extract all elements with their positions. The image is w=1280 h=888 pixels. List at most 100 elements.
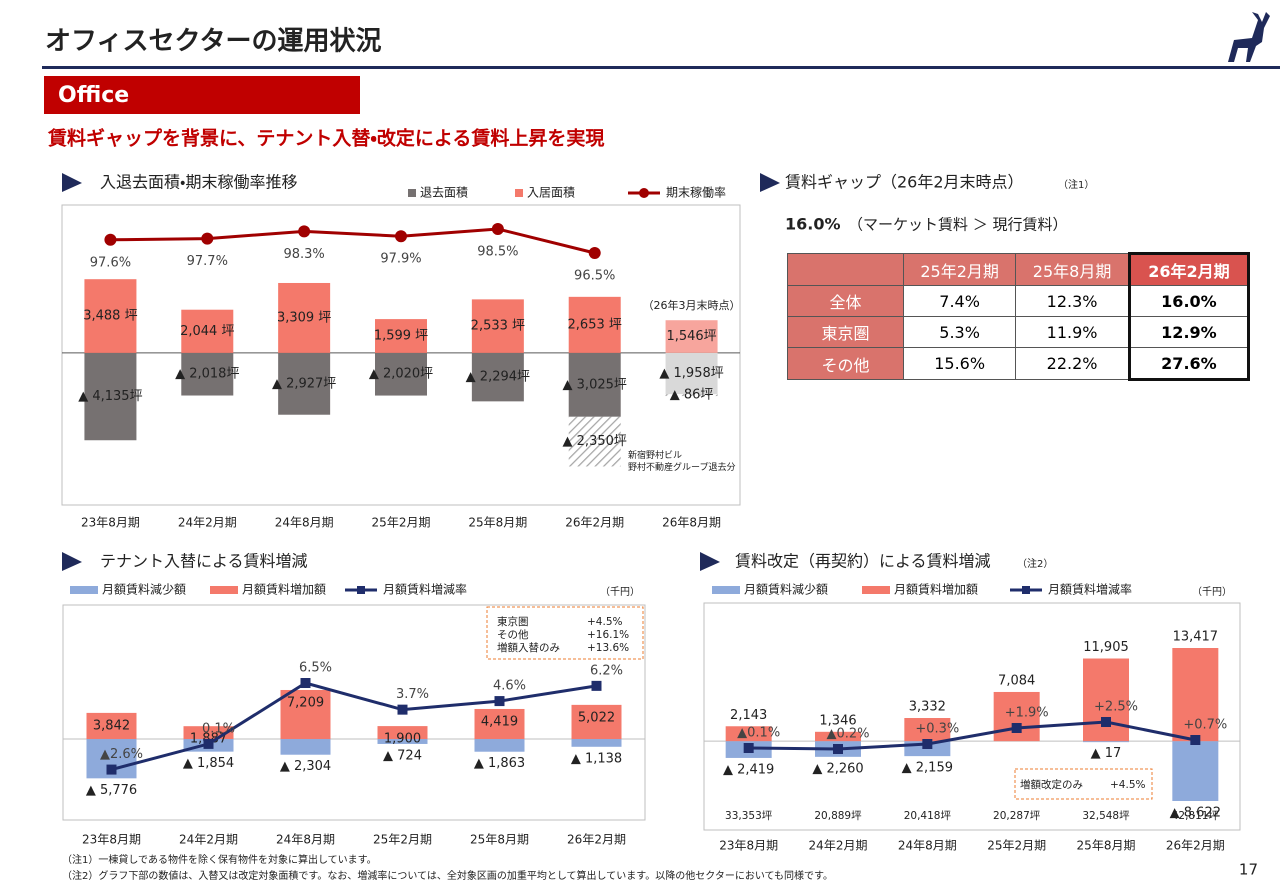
data-label: ▲ 2,304 bbox=[280, 759, 331, 774]
x-tick-label: 24年8月期 bbox=[275, 516, 334, 530]
line-marker bbox=[922, 739, 933, 749]
data-label: ▲ 1,958坪 bbox=[659, 366, 723, 381]
gap-summary-text: （マーケット賃料 ＞ 現行賃料） bbox=[848, 216, 1068, 234]
page-number: 17 bbox=[1239, 861, 1258, 879]
legend-label: 期末稼働率 bbox=[666, 186, 726, 200]
sector-tag-text: Office bbox=[58, 83, 129, 108]
legend-label: 月額賃料増加額 bbox=[242, 582, 326, 597]
unit-label: （千円） bbox=[600, 586, 640, 598]
legend-swatch bbox=[70, 586, 98, 594]
line-marker bbox=[833, 744, 843, 754]
x-tick-label: 26年2月期 bbox=[565, 516, 624, 530]
annotation-label: 増額入替のみ bbox=[497, 641, 560, 654]
data-label: ▲2.6% bbox=[100, 747, 143, 762]
data-label: ▲ 8,622 bbox=[1170, 805, 1221, 820]
table-cell: 27.6% bbox=[1127, 347, 1251, 381]
bar bbox=[568, 352, 621, 417]
annotation-label: 東京圏 bbox=[497, 615, 529, 628]
data-label: ▲ 724 bbox=[383, 748, 422, 763]
x-tick-label: 25年2月期 bbox=[373, 833, 432, 847]
data-label: 1,346 bbox=[819, 713, 856, 728]
data-label: ▲ 17 bbox=[1091, 746, 1122, 761]
legend-swatch bbox=[712, 586, 740, 594]
section-icon bbox=[760, 173, 780, 192]
table-cell: 5.3% bbox=[902, 316, 1017, 348]
data-label: ▲ 2,159 bbox=[902, 761, 953, 776]
annotation-value: +16.1% bbox=[587, 629, 629, 641]
bar bbox=[725, 726, 772, 742]
title-rule bbox=[42, 66, 1280, 69]
bar bbox=[571, 704, 622, 740]
annotation-value: +4.5% bbox=[587, 616, 622, 628]
data-label: 98.5% bbox=[477, 245, 518, 260]
data-label: 97.7% bbox=[187, 254, 228, 269]
title-note: （注2） bbox=[1017, 557, 1053, 570]
column-header: 25年2月期 bbox=[902, 253, 1017, 286]
data-label: 6.2% bbox=[590, 663, 623, 678]
table-row: その他 15.6% 22.2% 27.6% bbox=[787, 347, 1251, 381]
data-label: 3,332 bbox=[909, 700, 946, 715]
legend-label: 月額賃料増加額 bbox=[894, 582, 978, 597]
x-tick-label: 26年8月期 bbox=[662, 516, 721, 530]
chart-title: 賃料改定（再契約）による賃料増減 bbox=[735, 552, 991, 571]
data-label: +0.3% bbox=[915, 722, 959, 737]
x-tick-label: 23年8月期 bbox=[82, 833, 141, 847]
data-label: ▲ 4,135坪 bbox=[78, 389, 142, 404]
bar bbox=[181, 309, 234, 353]
bar bbox=[375, 319, 427, 353]
line-marker bbox=[1011, 723, 1022, 733]
data-label: ▲ 2,927坪 bbox=[272, 376, 336, 391]
headline: 賃料ギャップを背景に、テナント入替・改定による賃料上昇を実現 bbox=[47, 127, 604, 150]
data-label: 3.7% bbox=[396, 687, 429, 702]
legend-label: 入居面積 bbox=[527, 185, 575, 200]
table-cell: 15.6% bbox=[902, 347, 1017, 380]
data-label: 3,842 bbox=[93, 718, 130, 733]
legend-label: 月額賃料減少額 bbox=[102, 582, 186, 597]
page-title: オフィスセクターの運用状況 bbox=[45, 27, 381, 57]
data-label: 6.5% bbox=[299, 661, 332, 676]
data-label: 97.9% bbox=[380, 252, 421, 267]
area-label: 20,889坪 bbox=[814, 809, 862, 822]
sector-tag bbox=[44, 76, 360, 114]
x-tick-label: 25年8月期 bbox=[468, 516, 527, 530]
bar bbox=[474, 708, 525, 740]
bar bbox=[665, 320, 718, 353]
legend-swatch bbox=[408, 189, 416, 197]
area-label: 33,353坪 bbox=[725, 809, 773, 822]
data-label: ▲0.1% bbox=[737, 726, 780, 741]
line bbox=[748, 720, 1196, 751]
bar bbox=[84, 352, 137, 441]
x-tick-label: 25年2月期 bbox=[372, 516, 431, 530]
table-row: 全体 7.4% 12.3% 16.0% bbox=[787, 285, 1251, 317]
data-label: ▲ 2,020坪 bbox=[369, 367, 433, 382]
bar bbox=[568, 296, 621, 353]
x-tick-label: 26年2月期 bbox=[1166, 839, 1225, 853]
legend-swatch bbox=[515, 189, 523, 197]
line-marker bbox=[494, 696, 505, 707]
legend-swatch bbox=[357, 586, 365, 594]
bar bbox=[84, 279, 137, 353]
data-label: 0.1% bbox=[202, 721, 235, 736]
table-cell: 22.2% bbox=[1015, 347, 1130, 380]
data-label: 2,653 坪 bbox=[568, 317, 622, 332]
line-marker bbox=[395, 230, 407, 243]
bar bbox=[904, 718, 951, 742]
data-label: 2,533 坪 bbox=[471, 319, 525, 334]
bar bbox=[471, 299, 524, 353]
column-header: 25年8月期 bbox=[1015, 253, 1130, 286]
bar bbox=[278, 352, 331, 415]
annotation-label: 増額改定のみ bbox=[1020, 778, 1083, 791]
x-tick-label: 24年2月期 bbox=[178, 516, 237, 530]
data-label: ▲ 3,025坪 bbox=[563, 377, 627, 392]
line bbox=[111, 681, 597, 772]
x-tick-label: 24年2月期 bbox=[809, 839, 868, 853]
line-marker bbox=[588, 247, 601, 259]
data-label: 2,044 坪 bbox=[180, 324, 234, 339]
data-label: 3,488 坪 bbox=[83, 309, 137, 324]
x-tick-label: 23年8月期 bbox=[81, 516, 140, 530]
callout-text: 新宿野村ビル 野村不動産グループ退去分 bbox=[628, 451, 736, 473]
data-label: 1,599 坪 bbox=[374, 328, 428, 343]
area-label: 20,287坪 bbox=[993, 809, 1041, 822]
footnote: （注1）一棟貸しである物件を除く保有物件を対象に算出しています。 bbox=[62, 853, 377, 866]
